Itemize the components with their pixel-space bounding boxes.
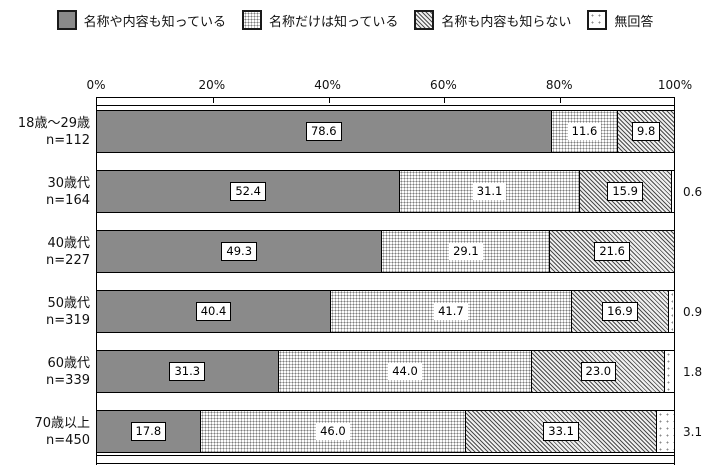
bar-segment-series-0: 40.4 — [97, 291, 331, 332]
segment-value-label: 31.3 — [169, 362, 206, 381]
bar-segment-series-3 — [664, 351, 674, 392]
bar-segment-series-1: 31.1 — [399, 171, 579, 212]
category-sample-size: n=319 — [46, 312, 90, 328]
dotted-swatch-icon — [241, 10, 262, 30]
no-answer-value-label: 3.1 — [683, 424, 703, 439]
category-label-1: 30歳代 n=164 — [0, 170, 90, 213]
segment-value-label: 31.1 — [472, 183, 507, 200]
bar-segment-series-1: 44.0 — [277, 351, 532, 392]
category-sample-size: n=227 — [46, 252, 90, 268]
category-sample-size: n=339 — [46, 372, 90, 388]
bar-row-1: 52.4 31.1 15.9 — [96, 170, 675, 213]
segment-value-label: 46.0 — [316, 423, 350, 440]
bar-segment-series-2: 16.9 — [570, 291, 669, 332]
bar-segment-series-3 — [670, 171, 674, 212]
bar-segment-series-0: 78.6 — [97, 111, 551, 152]
no-answer-value-label: 1.8 — [683, 364, 703, 379]
x-tick-label-100: 100% — [657, 78, 693, 92]
bar-segment-series-3 — [668, 291, 674, 332]
segment-value-label: 78.6 — [305, 122, 342, 141]
diagonal-hatch-swatch-icon — [414, 10, 435, 30]
axis-tick — [328, 98, 330, 103]
x-tick-label-0: 0% — [86, 78, 106, 92]
segment-value-label: 16.9 — [602, 302, 638, 321]
bar-row-4: 31.3 44.0 23.0 — [96, 350, 675, 393]
sparse-dotted-swatch-icon — [587, 10, 608, 30]
bar-segment-series-1: 11.6 — [550, 111, 618, 152]
legend-item-label: 名称や内容も知っている — [83, 14, 226, 30]
bar-row-2: 49.3 29.1 21.6 — [96, 230, 675, 273]
segment-value-label: 44.0 — [388, 363, 422, 380]
category-name: 30歳代 — [47, 175, 90, 191]
segment-value-label: 29.1 — [449, 243, 483, 260]
x-tick-label-20: 20% — [198, 78, 226, 92]
category-label-5: 70歳以上 n=450 — [0, 410, 90, 453]
segment-value-label: 40.4 — [195, 302, 232, 321]
axis-tick — [212, 98, 214, 103]
axis-strip-bottom — [96, 455, 675, 464]
no-answer-value-label: 0.9 — [683, 304, 703, 319]
category-name: 60歳代 — [47, 355, 90, 371]
x-tick-label-60: 60% — [430, 78, 457, 92]
legend-item-label: 無回答 — [614, 14, 654, 30]
x-tick-label-40: 40% — [314, 78, 341, 92]
legend-item-label: 名称も内容も知らない — [441, 14, 572, 30]
bar-segment-series-2: 9.8 — [617, 111, 674, 152]
bar-segment-series-2: 33.1 — [465, 411, 657, 452]
bar-segment-series-0: 49.3 — [97, 231, 382, 272]
bar-segment-series-1: 41.7 — [330, 291, 571, 332]
solid-gray-swatch-icon — [56, 10, 77, 30]
legend-item-label: 名称だけは知っている — [268, 14, 399, 30]
category-label-0: 18歳〜29歳 n=112 — [0, 110, 90, 153]
bar-row-5: 17.8 46.0 33.1 — [96, 410, 675, 453]
category-label-3: 50歳代 n=319 — [0, 290, 90, 333]
category-label-4: 60歳代 n=339 — [0, 350, 90, 393]
no-answer-value-label: 0.6 — [683, 184, 703, 199]
bar-row-3: 40.4 41.7 16.9 — [96, 290, 675, 333]
segment-value-label: 9.8 — [632, 122, 661, 141]
bar-segment-series-2: 21.6 — [549, 231, 674, 272]
plot-frame — [96, 97, 675, 465]
category-sample-size: n=164 — [46, 192, 90, 208]
axis-tick — [444, 98, 446, 103]
segment-value-label: 33.1 — [543, 422, 579, 441]
bar-segment-series-2: 15.9 — [578, 171, 671, 212]
bar-segment-series-0: 17.8 — [97, 411, 200, 452]
segment-value-label: 11.6 — [567, 123, 602, 140]
segment-value-label: 52.4 — [230, 182, 266, 201]
category-sample-size: n=112 — [46, 132, 90, 148]
category-name: 18歳〜29歳 — [17, 115, 90, 131]
bar-segment-series-0: 52.4 — [97, 171, 400, 212]
legend: 名称や内容も知っている 名称だけは知っている 名称も内容も知らない 無回答 — [0, 10, 710, 30]
bar-segment-series-2: 23.0 — [531, 351, 665, 392]
legend-item-2: 名称も内容も知らない — [414, 10, 571, 30]
category-name: 50歳代 — [47, 295, 90, 311]
category-name: 70歳以上 — [34, 415, 90, 431]
segment-value-label: 41.7 — [434, 303, 468, 320]
segment-value-label: 49.3 — [221, 242, 258, 261]
segment-value-label: 17.8 — [130, 422, 167, 441]
bar-segment-series-3 — [656, 411, 674, 452]
bar-segment-series-0: 31.3 — [97, 351, 278, 392]
legend-item-1: 名称だけは知っている — [241, 10, 399, 30]
segment-value-label: 21.6 — [594, 242, 630, 261]
category-label-2: 40歳代 n=227 — [0, 230, 90, 273]
legend-item-3: 無回答 — [587, 10, 653, 30]
bar-row-0: 78.6 11.6 9.8 — [96, 110, 675, 153]
axis-strip-top — [96, 97, 675, 106]
segment-value-label: 23.0 — [580, 362, 617, 381]
segment-value-label: 15.9 — [607, 182, 643, 201]
axis-tick — [560, 98, 562, 103]
bar-segment-series-1: 46.0 — [199, 411, 466, 452]
x-tick-label-80: 80% — [545, 78, 573, 92]
legend-item-0: 名称や内容も知っている — [56, 10, 226, 30]
category-sample-size: n=450 — [46, 432, 90, 448]
category-name: 40歳代 — [47, 235, 90, 251]
bar-segment-series-1: 29.1 — [381, 231, 550, 272]
